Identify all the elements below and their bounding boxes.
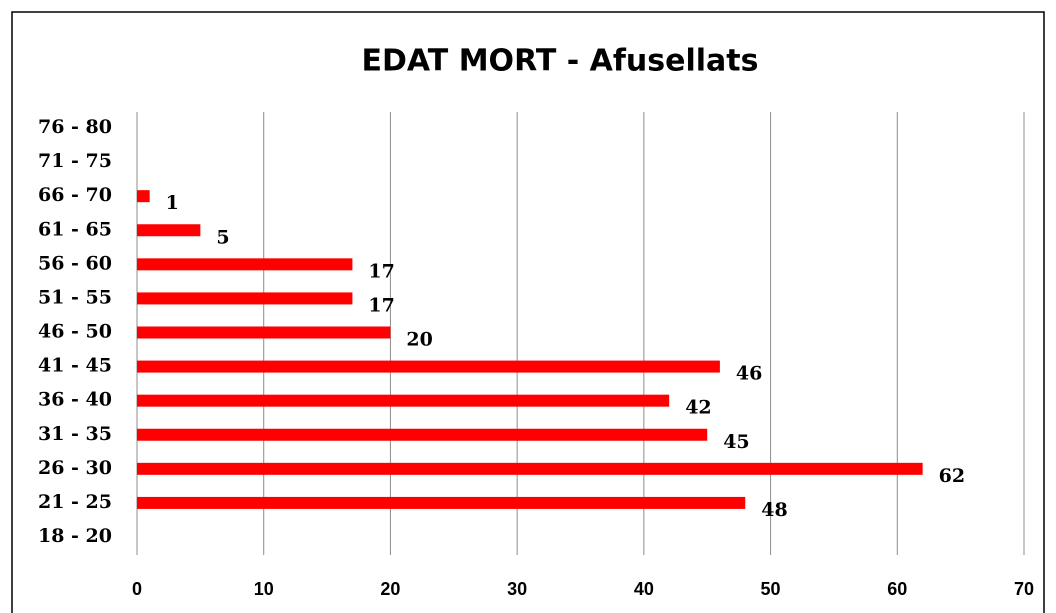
x-tick-label: 40 (634, 579, 654, 599)
bar (137, 292, 353, 305)
bar (137, 428, 708, 441)
data-label: 5 (216, 226, 229, 248)
chart-frame (11, 11, 1045, 613)
data-label: 45 (723, 431, 749, 453)
y-tick-label: 26 - 30 (38, 457, 112, 479)
y-tick-label: 61 - 65 (38, 218, 112, 240)
y-tick-label: 56 - 60 (38, 252, 112, 274)
bar (137, 360, 720, 373)
y-tick-label: 18 - 20 (38, 525, 112, 547)
bar (137, 496, 746, 509)
x-tick-label: 70 (1014, 579, 1034, 599)
y-tick-label: 66 - 70 (38, 184, 112, 206)
x-tick-label: 0 (132, 579, 142, 599)
bar (137, 258, 353, 271)
x-tick-label: 10 (254, 579, 274, 599)
data-label: 17 (368, 294, 394, 316)
x-tick-label: 60 (887, 579, 907, 599)
x-tick-label: 20 (380, 579, 400, 599)
x-tick-label: 30 (507, 579, 527, 599)
chart-title: EDAT MORT - Afusellats (362, 44, 759, 79)
y-tick-label: 51 - 55 (38, 286, 112, 308)
y-tick-label: 31 - 35 (38, 423, 112, 445)
data-label: 48 (761, 499, 787, 521)
y-tick-label: 21 - 25 (38, 491, 112, 513)
bar (137, 326, 391, 339)
data-label: 1 (166, 192, 179, 214)
bar (137, 394, 670, 407)
x-tick-label: 50 (761, 579, 781, 599)
data-label: 20 (406, 329, 432, 351)
y-tick-label: 76 - 80 (38, 116, 112, 138)
y-tick-label: 36 - 40 (38, 389, 112, 411)
data-label: 17 (368, 260, 394, 282)
data-label: 42 (685, 397, 711, 419)
y-tick-label: 71 - 75 (38, 150, 112, 172)
bar (137, 190, 150, 203)
y-tick-label: 46 - 50 (38, 321, 112, 343)
y-tick-label: 41 - 45 (38, 355, 112, 377)
data-label: 46 (736, 363, 762, 385)
bar (137, 224, 201, 237)
bar (137, 462, 923, 475)
data-label: 62 (939, 465, 965, 487)
